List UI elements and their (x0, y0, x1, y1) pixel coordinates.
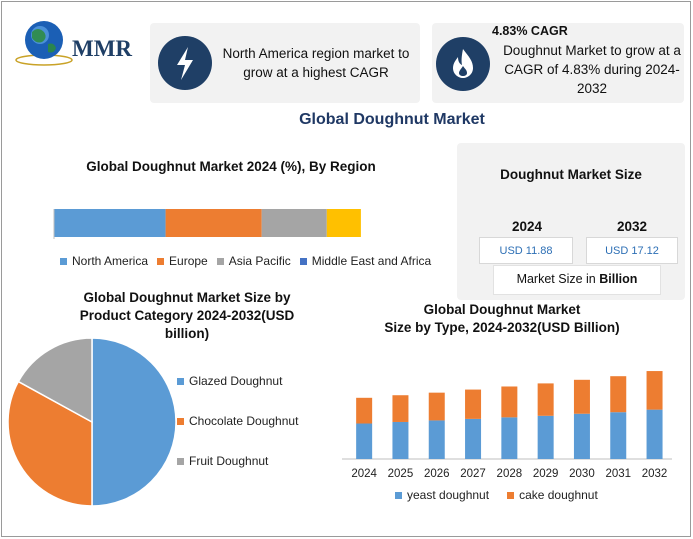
legend-middle-east-africa: Middle East and Africa (299, 254, 431, 268)
highlight-card-cagr (432, 23, 684, 103)
x-tick-label-2025: 2025 (388, 468, 414, 480)
category-pie-chart (7, 337, 177, 507)
column-cake-doughnut-2024 (356, 397, 373, 424)
column-yeast-doughnut-2029 (537, 415, 554, 459)
category-legend: Glazed Doughnut Chocolate Doughnut Fruit… (177, 374, 298, 468)
pie-slice-chocolate-doughnut (7, 380, 93, 507)
year-2032-label: 2032 (616, 219, 648, 234)
column-yeast-doughnut-2028 (501, 417, 518, 459)
pie-slice-fruit-doughnut (17, 337, 93, 424)
market-size-note: Market Size in Billion (493, 265, 661, 295)
legend-glazed-doughnut: Glazed Doughnut (177, 374, 298, 388)
highlight-text-north-america: North America region market to grow at a… (222, 46, 410, 80)
column-yeast-doughnut-2027 (465, 418, 482, 459)
main-title: Global Doughnut Market (299, 111, 485, 128)
legend-asia-pacific: Asia Pacific (216, 254, 291, 268)
flame-icon (436, 37, 490, 91)
legend-fruit-doughnut: Fruit Doughnut (177, 454, 298, 468)
column-yeast-doughnut-2030 (573, 413, 590, 459)
value-2032: USD 17.12 (586, 237, 678, 264)
region-bar-segment-asia-pacific (261, 209, 327, 237)
legend-north-america: North America (60, 254, 148, 268)
x-tick-label-2026: 2026 (424, 468, 450, 480)
legend-europe: Europe (157, 254, 208, 268)
column-cake-doughnut-2030 (573, 379, 590, 414)
x-tick-label-2031: 2031 (605, 468, 631, 480)
column-cake-doughnut-2028 (501, 386, 518, 418)
column-cake-doughnut-2027 (465, 389, 482, 419)
market-size-title: Doughnut Market Size (500, 167, 642, 182)
region-chart-title: Global Doughnut Market 2024 (%), By Regi… (86, 159, 376, 174)
column-cake-doughnut-2026 (428, 392, 445, 421)
legend-yeast-doughnut: yeast doughnut (395, 488, 489, 502)
region-legend: North America Europe Asia Pacific Middle… (60, 254, 431, 268)
region-bar-segment-europe (165, 209, 262, 237)
logo: MMR (14, 16, 144, 68)
x-tick-label-2030: 2030 (569, 468, 595, 480)
column-yeast-doughnut-2026 (428, 420, 445, 459)
market-size-panel: Doughnut Market Size 2024 2032 USD 11.88… (457, 143, 685, 300)
highlight-card-north-america: North America region market to grow at a… (150, 23, 420, 103)
globe-icon (15, 21, 73, 66)
column-cake-doughnut-2032 (646, 371, 663, 410)
year-2024-label: 2024 (511, 219, 543, 234)
column-cake-doughnut-2031 (610, 376, 627, 413)
cagr-heading: 4.83% CAGR (492, 24, 568, 38)
type-stacked-column-chart: 2024 2025 2026 2027 2028 2029 2030 2031 2032 (342, 371, 672, 480)
value-2024: USD 11.88 (479, 237, 573, 264)
legend-cake-doughnut: cake doughnut (507, 488, 598, 502)
x-tick-label-2028: 2028 (497, 468, 523, 480)
legend-chocolate-doughnut: Chocolate Doughnut (177, 414, 298, 428)
x-tick-label-2024: 2024 (351, 468, 377, 480)
region-bar-chart (53, 209, 361, 239)
column-yeast-doughnut-2025 (392, 421, 409, 459)
highlight-text-cagr: Doughnut Market to grow at a CAGR of 4.8… (503, 43, 681, 96)
column-yeast-doughnut-2031 (610, 412, 627, 459)
column-yeast-doughnut-2032 (646, 409, 663, 459)
region-bar-segment-middle-east-and-africa (326, 209, 361, 237)
column-cake-doughnut-2029 (537, 383, 554, 416)
pie-slice-glazed-doughnut (91, 337, 177, 507)
lightning-icon (158, 36, 212, 90)
column-yeast-doughnut-2024 (356, 423, 373, 459)
type-legend: yeast doughnut cake doughnut (395, 488, 598, 502)
x-tick-label-2027: 2027 (460, 468, 486, 480)
logo-text: MMR (72, 36, 133, 61)
category-chart-title: Global Doughnut Market Size by Product C… (79, 290, 295, 341)
region-bar-segment-north-america (54, 209, 166, 237)
type-chart-title: Global Doughnut Market Size by Type, 202… (384, 302, 620, 335)
x-tick-label-2032: 2032 (642, 468, 668, 480)
column-cake-doughnut-2025 (392, 395, 409, 422)
x-tick-label-2029: 2029 (533, 468, 559, 480)
